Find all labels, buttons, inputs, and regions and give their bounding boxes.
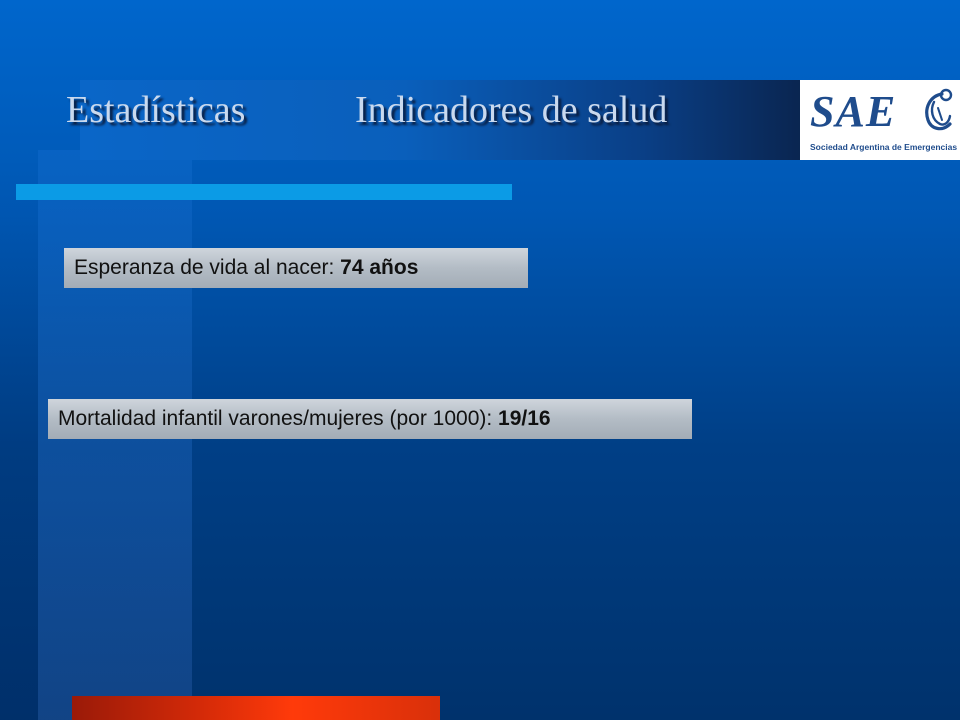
background-strip-outer <box>0 150 38 720</box>
logo-subtitle: Sociedad Argentina de Emergencias <box>810 142 958 152</box>
slide-title-right: Indicadores de salud <box>355 89 668 131</box>
bottom-accent-bar <box>72 696 440 720</box>
stat-value: 74 años <box>340 256 419 279</box>
title-bar <box>80 80 802 160</box>
stat-life-expectancy: Esperanza de vida al nacer: 74 años <box>64 248 528 288</box>
logo-wordmark: SAE <box>810 87 897 136</box>
stat-value: 19/16 <box>498 407 551 430</box>
stat-label: Mortalidad infantil varones/mujeres (por… <box>58 407 499 430</box>
sae-logo: SAE Sociedad Argentina de Emergencias <box>800 80 960 160</box>
emblem-icon <box>925 88 953 131</box>
slide-title-left: Estadísticas <box>66 89 246 131</box>
stat-infant-mortality: Mortalidad infantil varones/mujeres (por… <box>48 399 692 439</box>
accent-line <box>16 184 512 200</box>
stat-label: Esperanza de vida al nacer: <box>74 256 341 279</box>
